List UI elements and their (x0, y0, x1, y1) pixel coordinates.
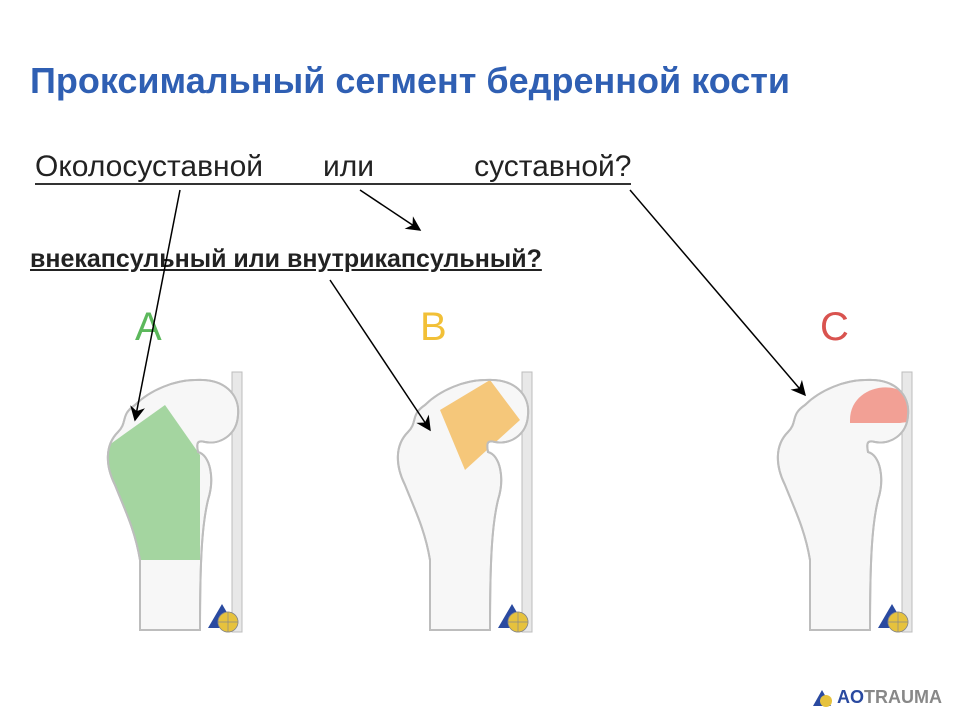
subtitle1-word3: суставной? (474, 150, 631, 185)
femur-a (80, 360, 280, 640)
subtitle1-word1: Околосуставной (35, 150, 263, 185)
label-c: C (820, 305, 849, 350)
label-b: B (420, 305, 447, 350)
label-a: A (135, 305, 162, 350)
femur-b (370, 360, 570, 640)
subtitle1-gap2 (374, 183, 474, 185)
subtitle1-gap1 (263, 183, 323, 185)
subtitle-line-1: Околосуставной или суставной? (35, 150, 631, 185)
subtitle1-word2: или (323, 150, 374, 185)
footer-logo-tr: TRAUMA (864, 687, 942, 707)
footer-logo: AOTRAUMA (811, 686, 942, 708)
femur-c (750, 360, 950, 640)
subtitle-line-2: внекапсульный или внутрикапсульный? (30, 245, 542, 274)
page-title: Проксимальный сегмент бедренной кости (30, 60, 790, 102)
slide: Проксимальный сегмент бедренной кости Ок… (0, 0, 960, 720)
footer-logo-ao: AO (837, 687, 864, 707)
footer-logo-icon (811, 686, 833, 708)
